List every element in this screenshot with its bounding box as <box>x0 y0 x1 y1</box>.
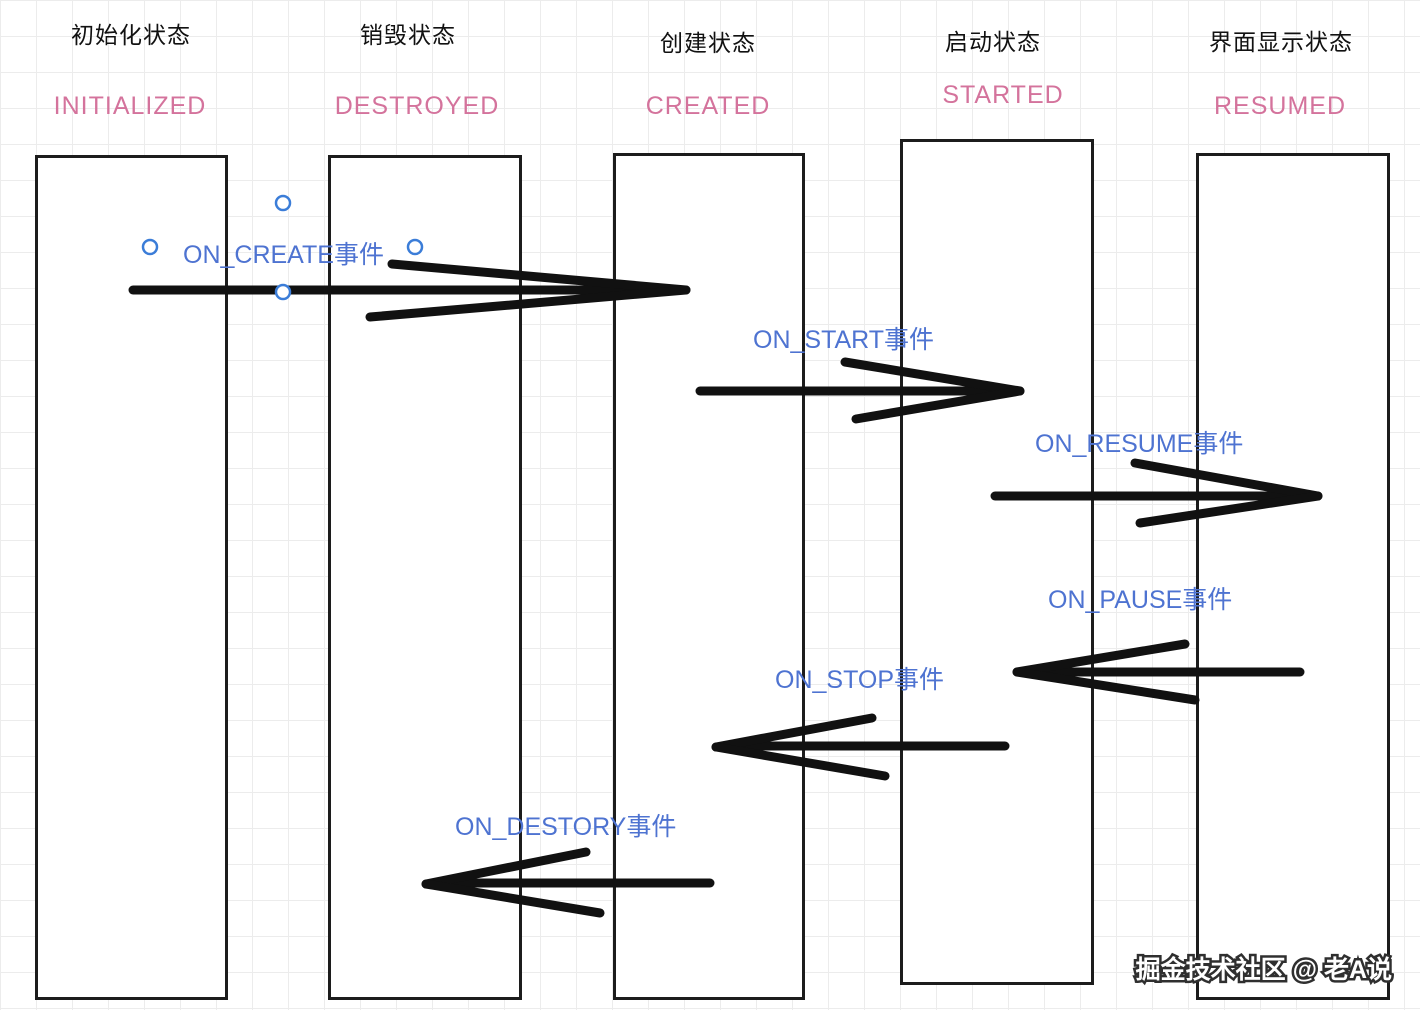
event-label-on-stop[interactable]: ON_STOP事件 <box>775 666 945 694</box>
event-label-on-destory[interactable]: ON_DESTORY事件 <box>455 813 677 841</box>
state-label-initialized[interactable]: INITIALIZED <box>53 92 207 120</box>
selection-handle-left[interactable] <box>141 238 159 256</box>
arrow-on-stop[interactable] <box>711 713 1010 781</box>
event-label-on-pause[interactable]: ON_PAUSE事件 <box>1048 586 1233 614</box>
state-label-resumed[interactable]: RESUMED <box>1213 92 1347 120</box>
lane-initialized[interactable] <box>35 155 228 1000</box>
lane-title-created[interactable]: 创建状态 <box>660 30 756 56</box>
event-label-on-start[interactable]: ON_START事件 <box>753 326 935 354</box>
arrow-on-start[interactable] <box>695 357 1025 424</box>
lane-started[interactable] <box>900 139 1094 985</box>
arrow-on-resume[interactable] <box>990 458 1323 528</box>
state-label-created[interactable]: CREATED <box>645 92 771 120</box>
lane-resumed[interactable] <box>1196 153 1390 1000</box>
event-label-on-create[interactable]: ON_CREATE事件 <box>183 241 384 269</box>
arrow-on-create[interactable] <box>128 259 691 322</box>
lane-title-resumed[interactable]: 界面显示状态 <box>1209 29 1353 55</box>
lane-destroyed[interactable] <box>328 155 522 1000</box>
lane-title-started[interactable]: 启动状态 <box>945 29 1041 55</box>
selection-handle-right[interactable] <box>406 238 424 256</box>
state-label-started[interactable]: STARTED <box>942 81 1064 109</box>
arrow-on-pause[interactable] <box>1012 639 1305 705</box>
state-label-destroyed[interactable]: DESTROYED <box>334 92 500 120</box>
selection-handle-top[interactable] <box>274 194 292 212</box>
lane-title-initialized[interactable]: 初始化状态 <box>71 22 191 48</box>
watermark: 掘金技术社区 @ 老A说 <box>1136 955 1392 984</box>
lane-title-destroyed[interactable]: 销毁状态 <box>360 22 456 48</box>
event-label-on-resume[interactable]: ON_RESUME事件 <box>1035 430 1244 458</box>
selection-handle-bottom[interactable] <box>274 283 292 301</box>
arrow-on-destory[interactable] <box>421 847 715 918</box>
